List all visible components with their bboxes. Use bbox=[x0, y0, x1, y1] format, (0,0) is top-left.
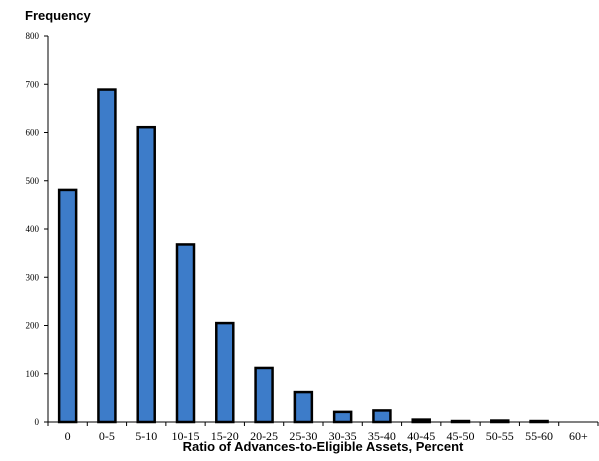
bar-20-25 bbox=[256, 368, 273, 422]
y-tick-label: 700 bbox=[26, 79, 40, 89]
bar-5-10 bbox=[138, 127, 155, 422]
y-tick-label: 300 bbox=[26, 272, 40, 282]
bar-35-40 bbox=[373, 410, 390, 422]
bar-50-55 bbox=[491, 421, 508, 422]
bar-45-50 bbox=[452, 421, 469, 422]
y-tick-label: 800 bbox=[26, 31, 40, 41]
bar-40-45 bbox=[413, 420, 430, 422]
bar-30-35 bbox=[334, 412, 351, 422]
bar-10-15 bbox=[177, 244, 194, 422]
y-tick-label: 400 bbox=[26, 224, 40, 234]
bar-0-5 bbox=[98, 90, 115, 422]
y-tick-label: 600 bbox=[26, 128, 40, 138]
bar-0 bbox=[59, 190, 76, 422]
y-tick-label: 0 bbox=[35, 417, 40, 427]
x-axis-title: Ratio of Advances-to-Eligible Assets, Pe… bbox=[48, 439, 598, 454]
y-tick-label: 500 bbox=[26, 176, 40, 186]
bar-15-20 bbox=[216, 323, 233, 422]
bar-25-30 bbox=[295, 392, 312, 422]
y-tick-label: 100 bbox=[26, 369, 40, 379]
y-tick-label: 200 bbox=[26, 321, 40, 331]
bar-55-60 bbox=[531, 421, 548, 422]
